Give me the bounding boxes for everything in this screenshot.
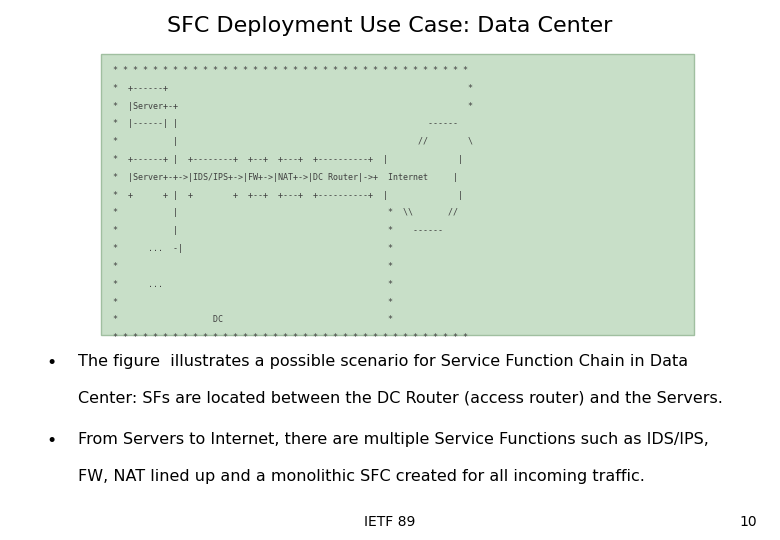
- Text: *  |------| |                                                  ------: * |------| | ------: [113, 119, 458, 129]
- Text: *  |Server+-+                                                          *: * |Server+-+ *: [113, 102, 473, 111]
- Text: *           |                                          *  \\       //: * | * \\ //: [113, 208, 458, 218]
- Text: *  |Server+-+->|IDS/IPS+->|FW+->|NAT+->|DC Router|->+  Internet     |: * |Server+-+->|IDS/IPS+->|FW+->|NAT+->|D…: [113, 173, 458, 182]
- Text: *                   DC                                 *: * DC *: [113, 315, 393, 325]
- FancyBboxPatch shape: [101, 54, 694, 335]
- Text: Center: SFs are located between the DC Router (access router) and the Servers.: Center: SFs are located between the DC R…: [78, 390, 723, 406]
- Text: *           |                                          *    ------: * | * ------: [113, 226, 443, 235]
- Text: *      ...  -|                                         *: * ... -| *: [113, 244, 393, 253]
- Text: •: •: [47, 432, 57, 450]
- Text: *           |                                                //        \: * | // \: [113, 137, 473, 146]
- Text: *                                                      *: * *: [113, 298, 393, 307]
- Text: *  +------+                                                            *: * +------+ *: [113, 84, 473, 93]
- Text: *      ...                                             *: * ... *: [113, 280, 393, 289]
- Text: * * * * * * * * * * * * * * * * * * * * * * * * * * * * * * * * * * * *: * * * * * * * * * * * * * * * * * * * * …: [113, 333, 468, 342]
- Text: 10: 10: [739, 515, 757, 529]
- Text: *  +------+ |  +--------+  +--+  +---+  +----------+  |              |: * +------+ | +--------+ +--+ +---+ +----…: [113, 155, 463, 164]
- Text: The figure  illustrates a possible scenario for Service Function Chain in Data: The figure illustrates a possible scenar…: [78, 354, 688, 369]
- Text: From Servers to Internet, there are multiple Service Functions such as IDS/IPS,: From Servers to Internet, there are mult…: [78, 432, 709, 447]
- Text: *                                                      *: * *: [113, 262, 393, 271]
- Text: * * * * * * * * * * * * * * * * * * * * * * * * * * * * * * * * * * * *: * * * * * * * * * * * * * * * * * * * * …: [113, 66, 468, 75]
- Text: SFC Deployment Use Case: Data Center: SFC Deployment Use Case: Data Center: [168, 16, 612, 36]
- Text: IETF 89: IETF 89: [364, 515, 416, 529]
- Text: *  +      + |  +        +  +--+  +---+  +----------+  |              |: * + + | + + +--+ +---+ +----------+ | |: [113, 191, 463, 200]
- Text: FW, NAT lined up and a monolithic SFC created for all incoming traffic.: FW, NAT lined up and a monolithic SFC cr…: [78, 469, 645, 484]
- Text: •: •: [47, 354, 57, 372]
